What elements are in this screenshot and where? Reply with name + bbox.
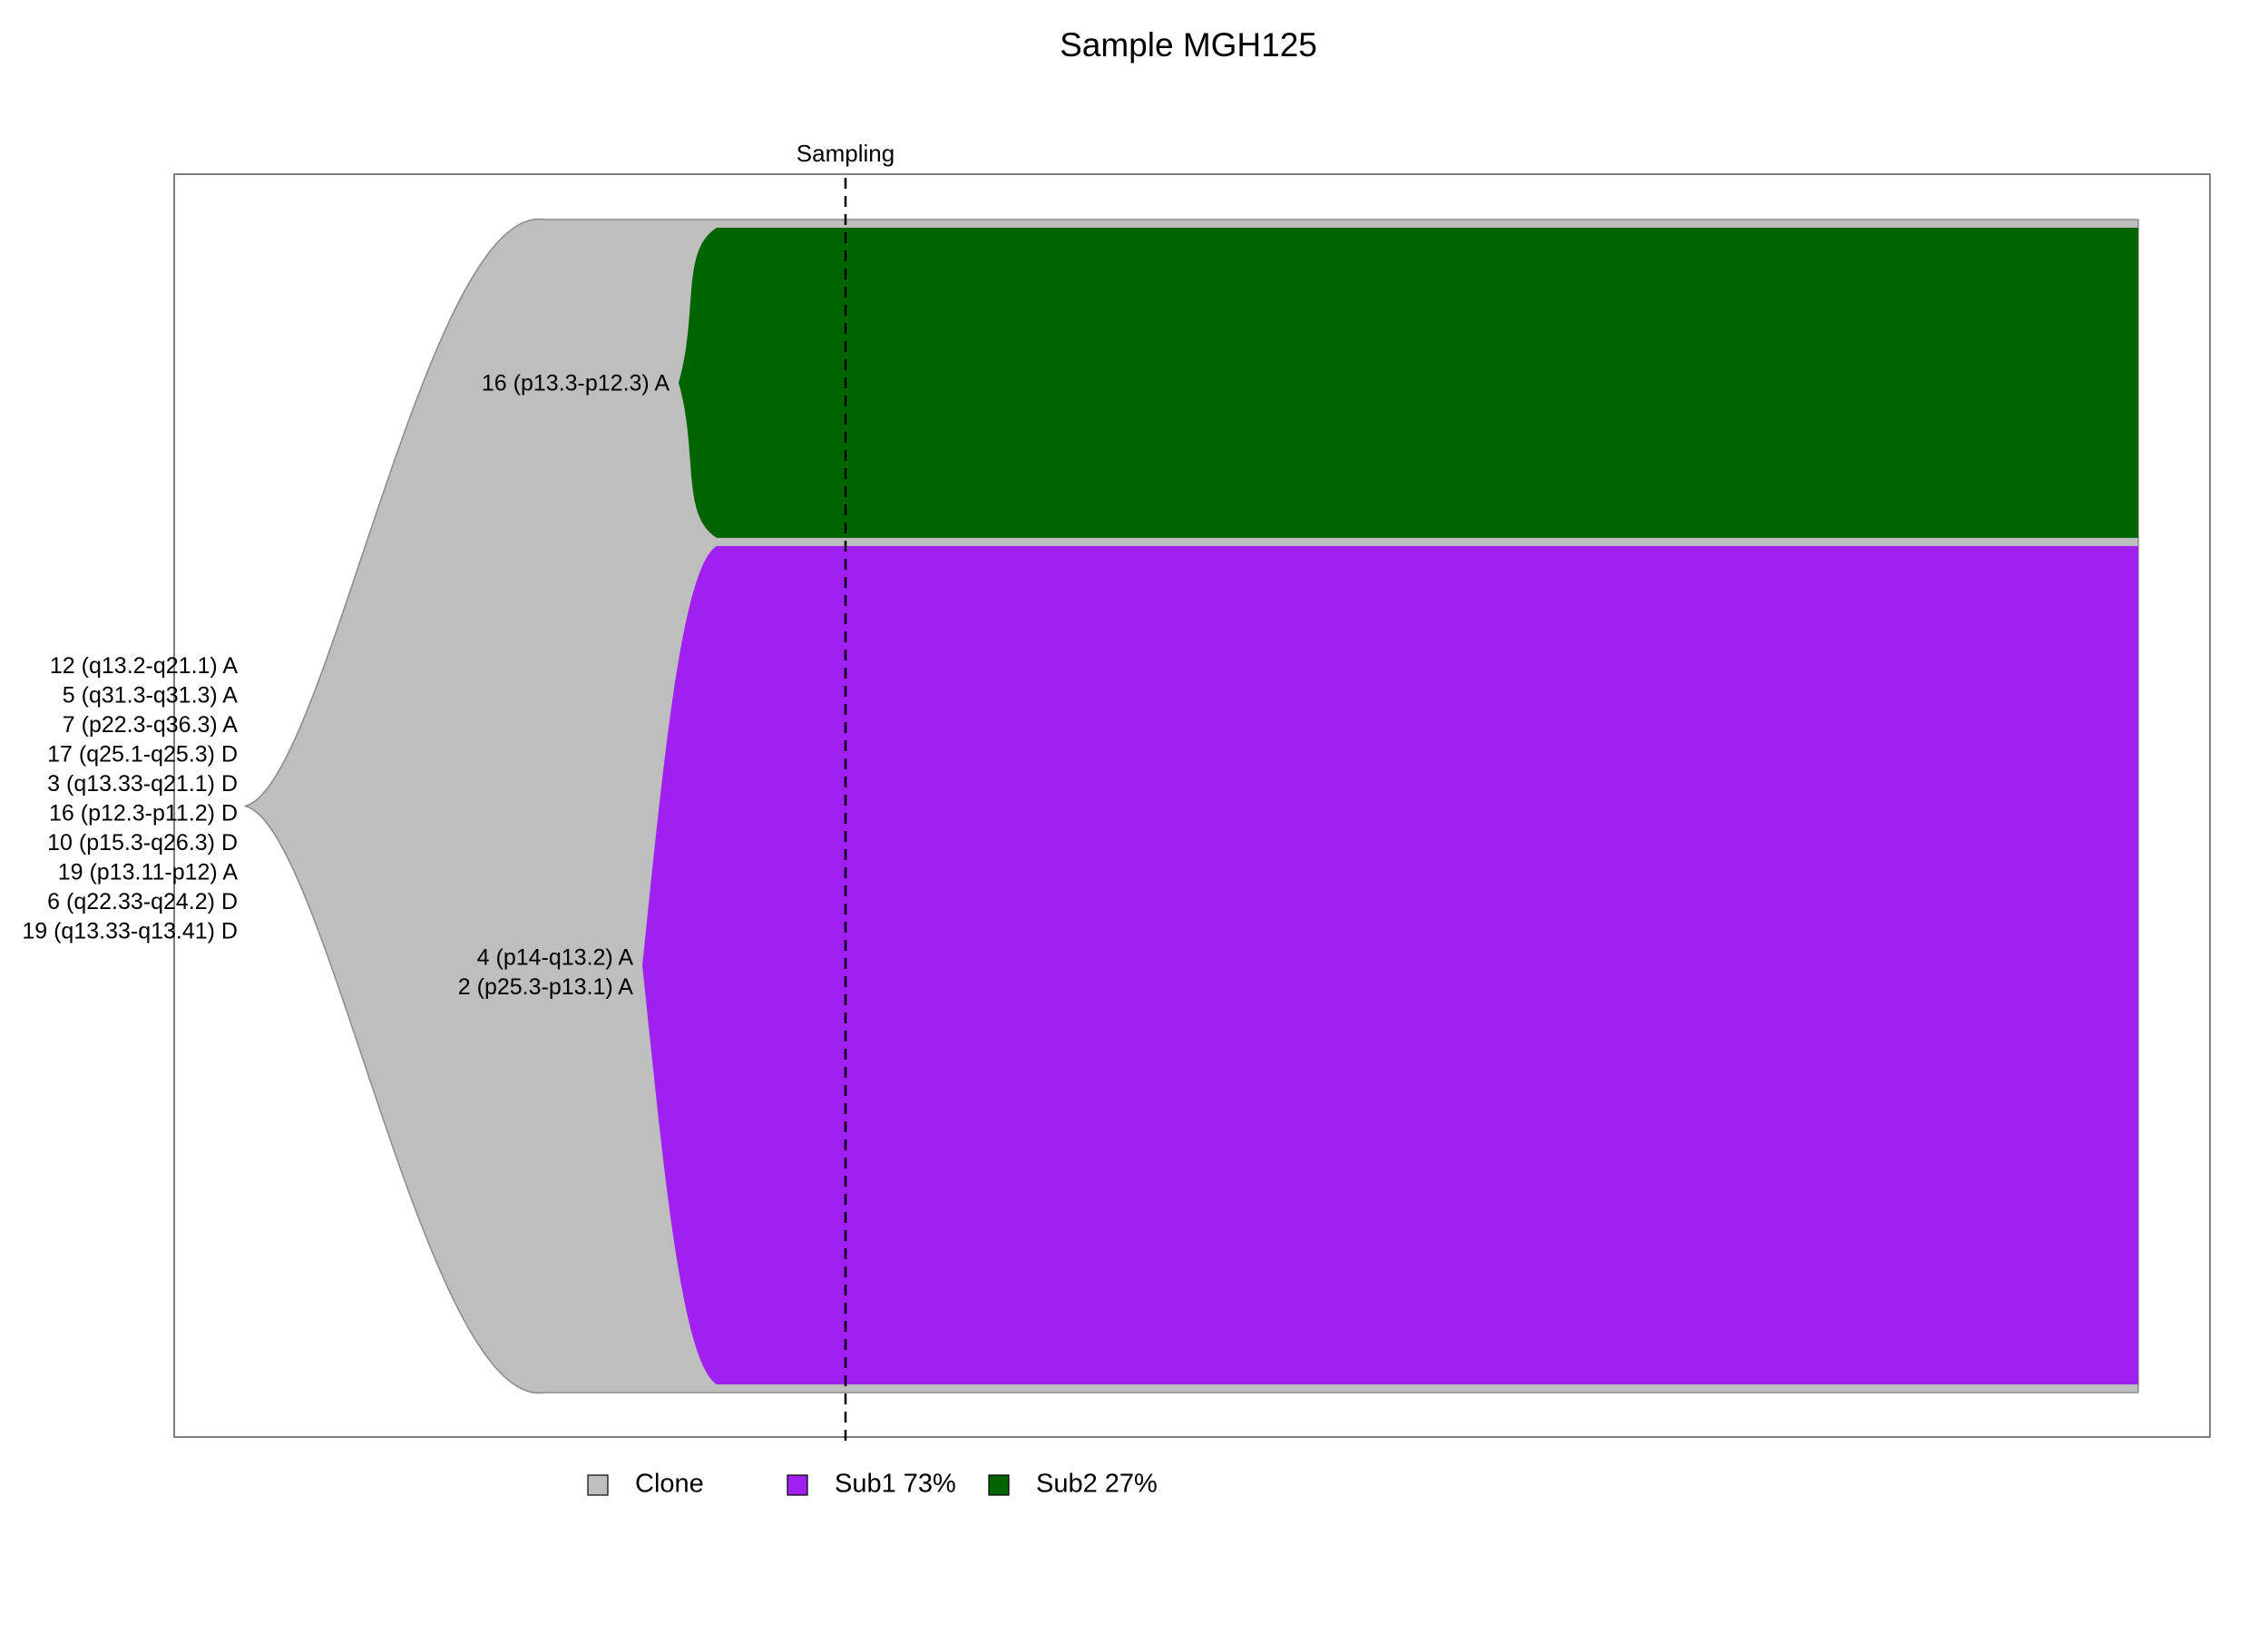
legend-label-clone: Clone xyxy=(635,1470,704,1499)
sub2-event-labels: 16 (p13.3-p12.3) A xyxy=(482,371,670,396)
sub1-event-labels: 4 (p14-q13.2) A 2 (p25.3-p13.1) A xyxy=(458,944,634,1000)
clone-event-label: 19 (p13.11-p12) A xyxy=(58,859,239,885)
clone-event-label: 17 (q25.1-q25.3) D xyxy=(47,741,238,767)
sampling-label: Sampling xyxy=(797,140,894,167)
clone-event-labels: 12 (q13.2-q21.1) A 5 (q31.3-q31.3) A 7 (p2… xyxy=(22,653,238,944)
clone-event-label: 19 (q13.33-q13.41) D xyxy=(22,918,238,944)
legend-swatch-clone xyxy=(587,1474,609,1496)
sub1-event-label: 2 (p25.3-p13.1) A xyxy=(458,974,634,1000)
clone-event-label: 10 (p15.3-q26.3) D xyxy=(47,830,238,856)
legend-label-sub1: Sub1 73% xyxy=(835,1470,956,1499)
clone-event-label: 3 (q13.33-q21.1) D xyxy=(47,771,238,797)
legend-label-sub2: Sub2 27% xyxy=(1036,1470,1158,1499)
sub2-area xyxy=(679,228,2138,538)
sub2-event-label: 16 (p13.3-p12.3) A xyxy=(482,371,670,396)
legend: Clone Sub1 73% Sub2 27% xyxy=(587,1470,1158,1499)
clone-event-label: 12 (q13.2-q21.1) A xyxy=(50,653,238,679)
chart-title: Sample MGH125 xyxy=(1060,26,1317,64)
legend-swatch-sub2 xyxy=(988,1474,1010,1496)
clone-event-label: 7 (p22.3-q36.3) A xyxy=(63,712,239,738)
sub1-event-label: 4 (p14-q13.2) A xyxy=(477,944,634,970)
clone-event-label: 6 (q22.33-q24.2) D xyxy=(47,889,238,914)
legend-swatch-sub1 xyxy=(787,1474,808,1496)
sub1-area xyxy=(642,545,2138,1384)
clone-event-label: 16 (p12.3-p11.2) D xyxy=(49,800,238,826)
clone-event-label: 5 (q31.3-q31.3) A xyxy=(63,682,239,708)
